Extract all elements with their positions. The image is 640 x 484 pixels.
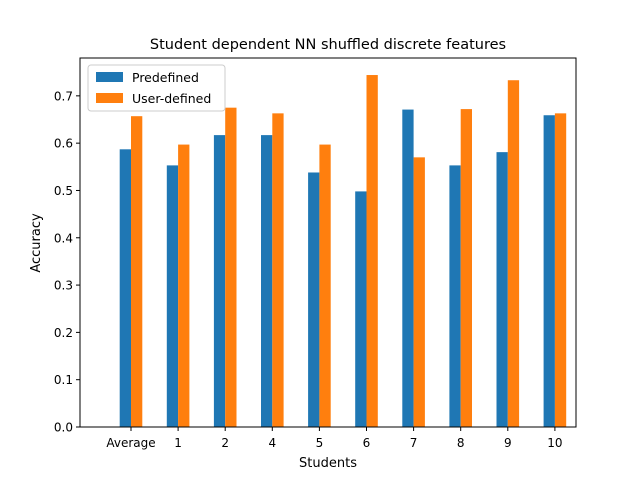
bar-predefined-6 [355, 191, 367, 427]
x-tick-label: 2 [221, 436, 229, 450]
bar-user-defined-2 [225, 107, 237, 427]
bar-user-defined-average [131, 116, 143, 427]
bar-user-defined-9 [507, 80, 520, 427]
plot-frame [79, 57, 577, 428]
bar-predefined-average [119, 149, 131, 428]
legend-swatch-predefined [96, 72, 123, 82]
y-tick-label: 0.4 [54, 231, 73, 245]
x-tick-label: 4 [268, 436, 276, 450]
x-tick-label: 9 [504, 436, 512, 450]
bar-predefined-4 [261, 135, 273, 427]
y-tick-label: 0.7 [54, 89, 73, 103]
y-axis-label: Accuracy [29, 213, 44, 273]
legend-label-predefined: Predefined [132, 70, 199, 85]
x-tick-label: 1 [174, 436, 182, 450]
x-tick-label: 5 [316, 436, 324, 450]
bar-predefined-10 [543, 115, 555, 427]
y-tick-label: 0.6 [54, 137, 73, 151]
bar-predefined-9 [496, 152, 508, 427]
x-tick-label: Average [106, 436, 155, 450]
x-tick-label: 8 [457, 436, 465, 450]
bar-predefined-5 [308, 172, 320, 427]
chart-title: Student dependent NN shuffled discrete f… [150, 37, 506, 53]
bar-predefined-2 [213, 135, 226, 427]
x-axis-label: Students [299, 456, 357, 471]
x-tick-label: 10 [547, 436, 562, 450]
x-tick-label: 7 [410, 436, 418, 450]
plot-area: Average 1 2 4 5 6 7 8 9 10 0.0 0.1 0.2 0.3 0.4 0.5 0.6 0.… [54, 57, 577, 450]
legend-label-user-defined: User-defined [132, 91, 211, 106]
bar-user-defined-7 [413, 157, 425, 427]
y-tick-label: 0.5 [54, 184, 73, 198]
y-tick-label: 0.1 [54, 373, 73, 387]
bar-user-defined-1 [178, 144, 190, 428]
legend: Predefined User-defined [87, 64, 226, 112]
x-tick-label: 6 [363, 436, 371, 450]
bar-user-defined-6 [366, 75, 378, 428]
y-tick-label: 0.3 [54, 279, 73, 293]
legend-swatch-user-defined [96, 93, 123, 103]
bar-predefined-1 [166, 165, 179, 427]
bar-user-defined-5 [319, 144, 331, 428]
bar-predefined-7 [402, 109, 414, 428]
bar-user-defined-4 [272, 113, 284, 427]
y-tick-label: 0.2 [54, 326, 73, 340]
bar-predefined-8 [449, 165, 461, 427]
y-tick-label: 0.0 [54, 421, 73, 435]
bar-user-defined-10 [554, 113, 567, 427]
bar-user-defined-8 [460, 109, 472, 427]
